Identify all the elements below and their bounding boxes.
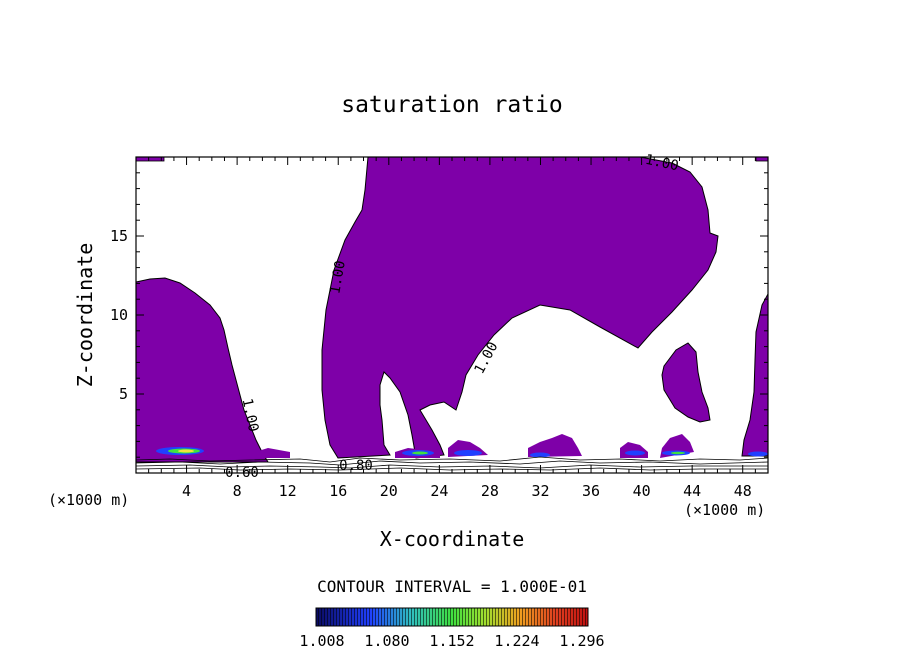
x-axis-label: X-coordinate <box>380 527 525 551</box>
contour-fill-layer <box>136 157 768 471</box>
x-tick-label: 28 <box>481 482 499 500</box>
x-tick-label: 24 <box>430 482 448 500</box>
x-axis-unit-right: (×1000 m) <box>684 501 765 519</box>
saturation-region-center <box>321 157 719 459</box>
colorbar-bands <box>316 608 588 626</box>
colorbar-label: 1.296 <box>559 632 604 650</box>
x-tick-label: 8 <box>233 482 242 500</box>
colorbar-label: 1.008 <box>299 632 344 650</box>
x-tick-label: 48 <box>734 482 752 500</box>
x-tick-label: 32 <box>531 482 549 500</box>
x-tick-label: 40 <box>633 482 651 500</box>
saturation-region-left <box>136 277 269 463</box>
x-tick-label: 36 <box>582 482 600 500</box>
top-left-fragment <box>136 157 165 162</box>
chart-title: saturation ratio <box>341 92 563 118</box>
x-tick-label: 12 <box>279 482 297 500</box>
contour-interval-text: CONTOUR INTERVAL = 1.000E-01 <box>317 577 587 596</box>
y-tick-label: 15 <box>110 227 128 245</box>
colorbar-labels: 1.008 1.080 1.152 1.224 1.296 <box>299 632 604 650</box>
contour-label: 1.00 <box>327 259 349 295</box>
low-level-patches <box>150 395 768 458</box>
saturation-region-right-blob <box>661 342 711 423</box>
x-tick-label: 4 <box>182 482 191 500</box>
y-tick-label: 10 <box>110 306 128 324</box>
contour-label: 0.80 <box>339 458 373 474</box>
x-tick-label: 44 <box>683 482 701 500</box>
top-right-fragment <box>755 157 768 162</box>
contour-label: 1.00 <box>239 397 262 433</box>
colorbar-label: 1.080 <box>364 632 409 650</box>
y-axis-label: Z-coordinate <box>73 243 97 388</box>
colorbar-label: 1.152 <box>429 632 474 650</box>
colorbar-label: 1.224 <box>494 632 539 650</box>
x-tick-label: 16 <box>329 482 347 500</box>
x-axis-unit-left: (×1000 m) <box>48 491 129 509</box>
saturation-region-right-edge <box>741 293 768 457</box>
y-tick-label: 5 <box>119 385 128 403</box>
x-tick-label: 20 <box>380 482 398 500</box>
